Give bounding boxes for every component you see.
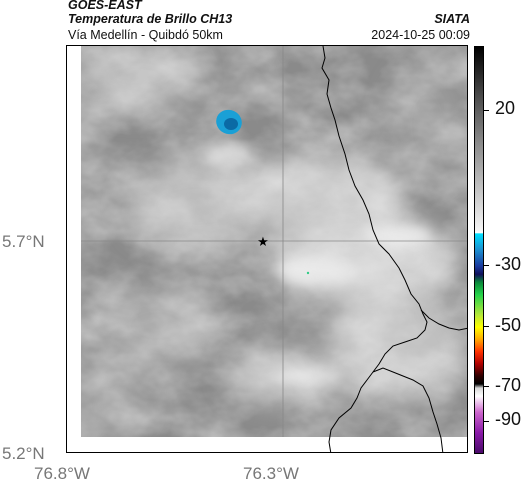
department-border bbox=[372, 367, 444, 452]
department-border bbox=[420, 309, 467, 331]
colorbar-label: -70 bbox=[495, 375, 522, 395]
colorbar-tick bbox=[484, 421, 489, 422]
satellite-map[interactable]: ★ bbox=[66, 45, 468, 453]
longitude-label: 76.3°W bbox=[243, 464, 299, 483]
longitude-label: 76.8°W bbox=[34, 464, 90, 483]
star-icon[interactable]: ★ bbox=[257, 234, 269, 249]
colorbar-label: -30 bbox=[495, 254, 522, 274]
cold-cloud-cell bbox=[216, 109, 310, 275]
colorbar-tick bbox=[484, 326, 489, 327]
latitude-label: 5.2°N bbox=[2, 444, 45, 463]
colorbar-tick bbox=[484, 110, 489, 111]
organization-label: SIATA bbox=[434, 12, 470, 26]
satellite-title: GOES-EAST bbox=[68, 0, 142, 12]
colorbar-tick bbox=[484, 386, 489, 387]
route-subtitle: Vía Medellín - Quibdó 50km bbox=[68, 28, 223, 42]
colorbar-label: -90 bbox=[495, 409, 522, 429]
department-border bbox=[321, 46, 428, 452]
product-title: Temperatura de Brillo CH13 bbox=[68, 12, 233, 26]
colorbar-label: -50 bbox=[495, 315, 522, 335]
colorbar-label: 20 bbox=[495, 98, 516, 118]
colorbar bbox=[474, 46, 484, 454]
timestamp-label: 2024-10-25 00:09 bbox=[371, 28, 470, 42]
latitude-label: 5.7°N bbox=[2, 232, 45, 251]
colorbar-tick bbox=[484, 265, 489, 266]
map-canvas: ★ bbox=[67, 46, 467, 452]
